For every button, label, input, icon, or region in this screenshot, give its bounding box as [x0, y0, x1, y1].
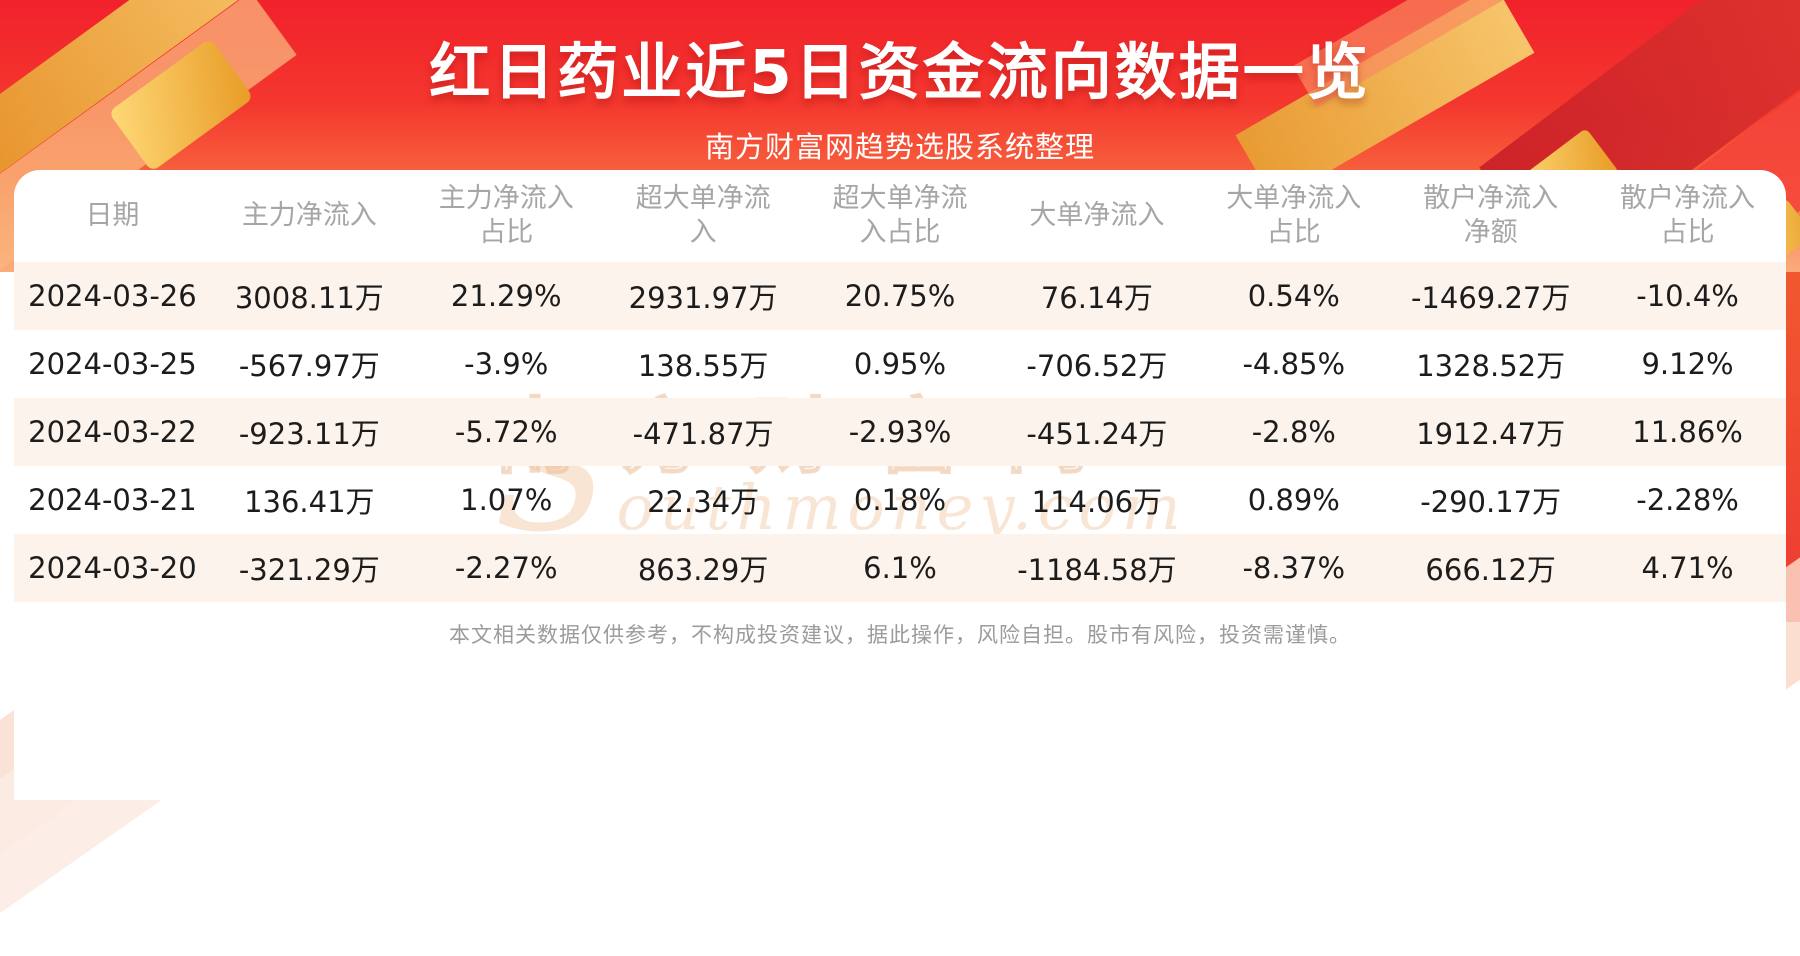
column-header-xlarge-inflow: 超大单净流入	[635, 183, 771, 248]
column-header-main-inflow: 主力净流入	[241, 200, 377, 232]
cell-main-inflow: -567.97万	[238, 349, 380, 383]
table-header-row: 日期 主力净流入 主力净流入占比 超大单净流入 超大单净流入占比 大单净流入 大…	[14, 170, 1786, 262]
cell-large-inflow-pct: -2.8%	[1251, 415, 1336, 449]
cell-large-inflow-pct: -4.85%	[1242, 347, 1346, 381]
cell-large-inflow-pct: -8.37%	[1242, 551, 1346, 585]
cell-date: 2024-03-25	[28, 347, 197, 381]
cell-main-inflow: 136.41万	[244, 485, 375, 519]
cell-main-inflow: -923.11万	[238, 417, 380, 451]
cell-retail-inflow-pct: 4.71%	[1641, 551, 1734, 585]
table-row: 2024-03-25 -567.97万 -3.9% 138.55万 0.95% …	[14, 330, 1786, 398]
column-header-main-inflow-pct: 主力净流入占比	[438, 183, 574, 248]
cell-main-inflow-pct: 21.29%	[450, 279, 562, 313]
column-header-large-inflow: 大单净流入	[1029, 200, 1165, 232]
page-title: 红日药业近5日资金流向数据一览	[429, 37, 1371, 108]
cell-xlarge-inflow: 863.29万	[637, 553, 769, 587]
cell-retail-inflow: 666.12万	[1425, 553, 1556, 587]
cell-large-inflow: -1184.58万	[1017, 553, 1177, 587]
cell-retail-inflow-pct: -2.28%	[1636, 483, 1739, 517]
cell-date: 2024-03-26	[28, 279, 197, 313]
red-edge-strip-right	[1784, 272, 1800, 622]
cell-xlarge-inflow-pct: 6.1%	[863, 551, 937, 585]
table-row: 2024-03-26 3008.11万 21.29% 2931.97万 20.7…	[14, 262, 1786, 330]
cell-date: 2024-03-22	[28, 415, 197, 449]
cell-large-inflow: 114.06万	[1031, 485, 1163, 519]
cell-xlarge-inflow-pct: -2.93%	[848, 415, 952, 449]
cell-retail-inflow: -290.17万	[1420, 485, 1562, 519]
cell-xlarge-inflow: -471.87万	[632, 417, 774, 451]
cell-main-inflow: -321.29万	[238, 553, 380, 587]
cell-retail-inflow-pct: 11.86%	[1632, 415, 1743, 449]
cell-retail-inflow: 1328.52万	[1416, 349, 1566, 383]
cell-main-inflow-pct: 1.07%	[460, 483, 553, 517]
cell-large-inflow-pct: 0.89%	[1247, 483, 1340, 517]
cell-date: 2024-03-20	[28, 551, 197, 585]
page-subtitle: 南方财富网趋势选股系统整理	[704, 130, 1095, 164]
cell-large-inflow: -451.24万	[1026, 417, 1168, 451]
column-header-date: 日期	[85, 200, 140, 232]
table-row: 2024-03-22 -923.11万 -5.72% -471.87万 -2.9…	[14, 398, 1786, 466]
cell-xlarge-inflow: 22.34万	[647, 485, 760, 519]
column-header-retail-inflow-pct: 散户净流入占比	[1620, 183, 1756, 248]
table-row: 2024-03-20 -321.29万 -2.27% 863.29万 6.1% …	[14, 534, 1786, 602]
column-header-retail-inflow: 散户净流入净额	[1423, 183, 1559, 248]
cell-xlarge-inflow: 2931.97万	[628, 281, 778, 315]
cell-main-inflow-pct: -3.9%	[464, 347, 549, 381]
cell-xlarge-inflow: 138.55万	[637, 349, 769, 383]
cell-main-inflow-pct: -2.27%	[454, 551, 558, 585]
cell-large-inflow: -706.52万	[1026, 349, 1168, 383]
cell-large-inflow-pct: 0.54%	[1247, 279, 1340, 313]
cell-large-inflow: 76.14万	[1040, 281, 1153, 315]
cell-xlarge-inflow-pct: 20.75%	[844, 279, 956, 313]
cell-retail-inflow: 1912.47万	[1416, 417, 1566, 451]
disclaimer-text: 本文相关数据仅供参考，不构成投资建议，据此操作，风险自担。股市有风险，投资需谨慎…	[449, 623, 1351, 647]
cell-retail-inflow: -1469.27万	[1410, 281, 1571, 315]
cell-main-inflow: 3008.11万	[234, 281, 384, 315]
column-header-xlarge-inflow-pct: 超大单净流入占比	[832, 183, 968, 248]
cell-retail-inflow-pct: 9.12%	[1641, 347, 1734, 381]
cell-retail-inflow-pct: -10.4%	[1636, 279, 1739, 313]
cell-main-inflow-pct: -5.72%	[454, 415, 558, 449]
cell-date: 2024-03-21	[28, 483, 197, 517]
column-header-large-inflow-pct: 大单净流入占比	[1226, 183, 1362, 248]
cell-xlarge-inflow-pct: 0.18%	[853, 483, 947, 517]
data-card: 南方财富网 Southmoney.com 日期 主力净流入 主力净流入占比 超大…	[14, 170, 1786, 800]
cell-xlarge-inflow-pct: 0.95%	[853, 347, 947, 381]
table-row: 2024-03-21 136.41万 1.07% 22.34万 0.18% 11…	[14, 466, 1786, 534]
